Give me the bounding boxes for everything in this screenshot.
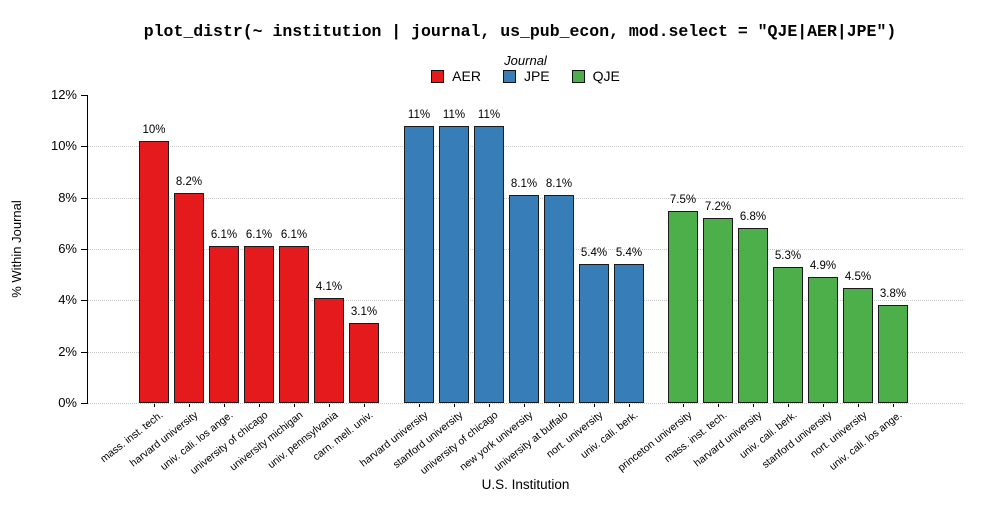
- bar-value-label: 8.1%: [510, 178, 538, 191]
- bar-value-label: 5.4%: [580, 247, 608, 260]
- y-axis-title: % Within Journal: [9, 200, 24, 298]
- bar: [579, 264, 609, 403]
- x-axis-tick: [329, 404, 330, 407]
- x-axis-tick: [294, 404, 295, 407]
- bar-value-label: 3.1%: [350, 306, 378, 319]
- x-axis-tick: [594, 404, 595, 407]
- bar: [139, 141, 169, 403]
- bar: [474, 125, 504, 403]
- bar: [174, 192, 204, 403]
- x-axis-tick: [454, 404, 455, 407]
- bar: [314, 297, 344, 403]
- x-axis-tick: [858, 404, 859, 407]
- bar-value-label: 4.9%: [809, 260, 837, 273]
- chart-title: plot_distr(~ institution | journal, us_p…: [143, 22, 897, 41]
- bar: [843, 287, 873, 403]
- x-axis-title: U.S. Institution: [481, 477, 570, 492]
- legend-item: AER: [431, 69, 481, 83]
- x-axis-tick: [524, 404, 525, 407]
- bar: [738, 228, 768, 403]
- y-axis-tick: [81, 351, 87, 353]
- bar-value-label: 5.3%: [774, 249, 802, 262]
- bar-value-label: 8.1%: [545, 178, 573, 191]
- bar-value-label: 4.5%: [844, 270, 872, 283]
- legend: AER JPE QJE: [88, 69, 963, 83]
- bar: [244, 246, 274, 403]
- bar: [773, 266, 803, 403]
- y-gridline: [87, 403, 963, 404]
- x-axis-tick: [224, 404, 225, 407]
- bar-value-label: 7.5%: [669, 193, 697, 206]
- y-tick-label: 8%: [58, 189, 77, 205]
- bar: [668, 210, 698, 403]
- y-tick-label: 0%: [58, 395, 77, 410]
- x-axis-tick: [823, 404, 824, 407]
- bar: [808, 277, 838, 403]
- x-axis-tick: [259, 404, 260, 407]
- x-axis-tick: [788, 404, 789, 407]
- bar-value-label: 6.1%: [245, 229, 273, 242]
- bar-value-label: 7.2%: [704, 201, 732, 214]
- bar-value-label: 3.8%: [879, 288, 907, 301]
- legend-title: Journal: [504, 53, 547, 68]
- legend-item: JPE: [502, 68, 550, 84]
- bar: [703, 218, 733, 403]
- y-tick-label: 10%: [50, 138, 77, 154]
- x-axis-tick: [683, 404, 684, 407]
- bar-value-label: 11%: [407, 108, 431, 121]
- bar: [209, 246, 239, 403]
- bar-value-label: 6.8%: [739, 211, 767, 224]
- x-axis-tick: [154, 404, 155, 407]
- chart-figure: plot_distr(~ institution | journal, us_p…: [9, 22, 963, 492]
- legend-swatch-icon: [502, 69, 516, 83]
- bar-value-label: 10%: [142, 124, 166, 137]
- legend-label: AER: [452, 68, 481, 84]
- x-axis-tick: [753, 404, 754, 407]
- bar: [544, 195, 574, 403]
- y-axis-tick: [81, 249, 87, 250]
- y-axis-tick: [81, 197, 87, 199]
- bar: [279, 246, 309, 403]
- y-tick-label: 12%: [50, 87, 77, 102]
- bar-value-label: 5.4%: [615, 247, 643, 260]
- x-axis-tick: [419, 404, 420, 407]
- legend-swatch-icon: [571, 69, 585, 83]
- y-axis-tick: [81, 146, 87, 148]
- x-axis-tick: [559, 404, 560, 407]
- bar: [404, 125, 434, 403]
- x-axis-tick: [489, 404, 490, 407]
- x-axis-tick: [893, 404, 894, 407]
- bar-value-label: 8.2%: [175, 175, 203, 188]
- y-axis-tick: [81, 95, 87, 96]
- x-axis-tick: [189, 404, 190, 407]
- legend-swatch-icon: [431, 69, 445, 83]
- y-axis-tick: [81, 300, 87, 302]
- bar-value-label: 6.1%: [280, 229, 308, 242]
- bar: [614, 264, 644, 403]
- y-tick-label: 6%: [58, 241, 77, 256]
- bar: [878, 305, 908, 403]
- y-tick-label: 2%: [58, 343, 77, 359]
- bar-value-label: 4.1%: [315, 280, 343, 293]
- y-gridline: [87, 146, 963, 148]
- bar: [349, 323, 379, 403]
- legend-label: QJE: [592, 68, 620, 84]
- x-axis-tick: [364, 404, 365, 407]
- bar-value-label: 11%: [442, 108, 466, 121]
- bar-value-label: 11%: [477, 108, 501, 121]
- y-axis-line: [87, 95, 88, 404]
- bar: [439, 125, 469, 403]
- y-axis-tick: [81, 403, 87, 404]
- legend-label: JPE: [523, 68, 550, 84]
- y-tick-label: 4%: [58, 292, 77, 308]
- x-axis-tick: [718, 404, 719, 407]
- legend-item: QJE: [571, 68, 620, 84]
- bar-value-label: 6.1%: [210, 229, 238, 242]
- x-axis-tick: [629, 404, 630, 407]
- bar: [509, 195, 539, 403]
